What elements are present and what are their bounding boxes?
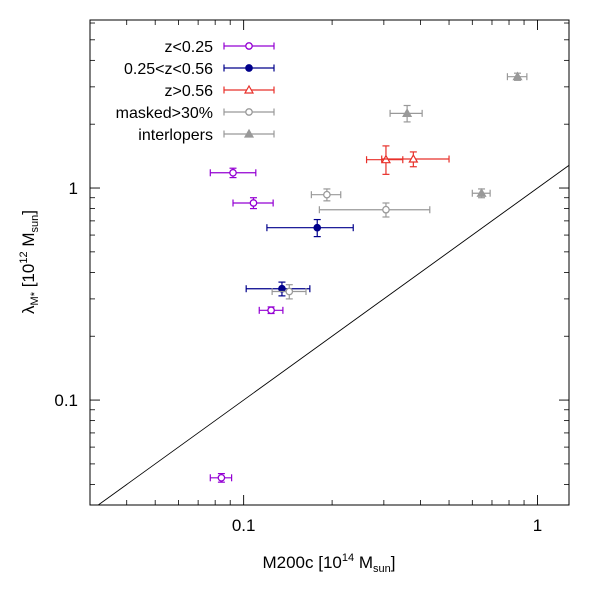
data-point	[258, 306, 284, 315]
legend: z<0.25 0.25<z<0.56 z>0.56 masked>30% interlo…	[116, 39, 275, 144]
data-point	[245, 281, 311, 297]
y-axis-label: λM* [1012 Msun]	[18, 210, 41, 314]
point-marker	[512, 71, 523, 81]
data-point	[506, 71, 528, 81]
legend-label: z>0.56	[165, 83, 214, 100]
major-ticks	[90, 20, 569, 505]
point-marker	[245, 108, 253, 116]
point-marker	[243, 128, 255, 138]
legend-label: masked>30%	[116, 105, 213, 122]
data-point	[381, 151, 450, 168]
legend-item-z-0-56: z>0.56	[165, 83, 275, 100]
series-0-25-z-0-56	[245, 218, 354, 297]
legend-item-z-0-25: z<0.25	[165, 39, 275, 56]
minor-ticks	[90, 20, 569, 505]
data-point	[471, 188, 491, 199]
legend-label: z<0.25	[165, 39, 214, 56]
data-point	[365, 145, 404, 175]
data-point	[271, 284, 307, 300]
data-point	[310, 188, 342, 202]
x-axis-label: M200c [1014 Msun]	[262, 552, 395, 575]
data-point	[389, 104, 423, 123]
data-point	[318, 202, 431, 218]
data-point	[232, 197, 274, 210]
y-tick-label: 0.1	[54, 391, 78, 410]
legend-label: interlopers	[138, 127, 213, 144]
series-z-0-25	[209, 167, 284, 483]
series-masked-30	[271, 188, 431, 300]
point-marker	[267, 306, 275, 315]
data-points	[209, 71, 528, 483]
legend-item-interlopers: interlopers	[138, 127, 275, 144]
data-point	[266, 218, 354, 238]
point-marker	[217, 473, 226, 482]
tick-labels: 0.1 1 0.1 1	[54, 179, 542, 535]
legend-item-0-25-z-0-56: 0.25<z<0.56	[124, 61, 275, 78]
data-point	[209, 473, 233, 483]
point-marker	[408, 153, 419, 163]
point-marker	[229, 168, 237, 177]
legend-item-masked-30: masked>30%	[116, 105, 275, 122]
point-marker	[402, 108, 413, 117]
point-marker	[249, 199, 258, 207]
point-marker	[245, 64, 253, 72]
x-tick-label: 1	[533, 516, 542, 535]
legend-label: 0.25<z<0.56	[124, 61, 213, 78]
one-to-one-line	[97, 164, 569, 505]
point-marker	[285, 287, 294, 296]
plot-frame	[89, 19, 570, 506]
x-tick-label: 0.1	[232, 516, 256, 535]
point-marker	[243, 84, 255, 94]
series-z-0-56	[365, 145, 450, 175]
point-marker	[476, 188, 487, 197]
series-interlopers	[389, 71, 528, 199]
y-tick-label: 1	[69, 179, 78, 198]
point-marker	[313, 223, 322, 232]
point-marker	[323, 190, 331, 199]
data-point	[209, 167, 257, 179]
point-marker	[382, 205, 390, 214]
point-marker	[245, 42, 253, 50]
